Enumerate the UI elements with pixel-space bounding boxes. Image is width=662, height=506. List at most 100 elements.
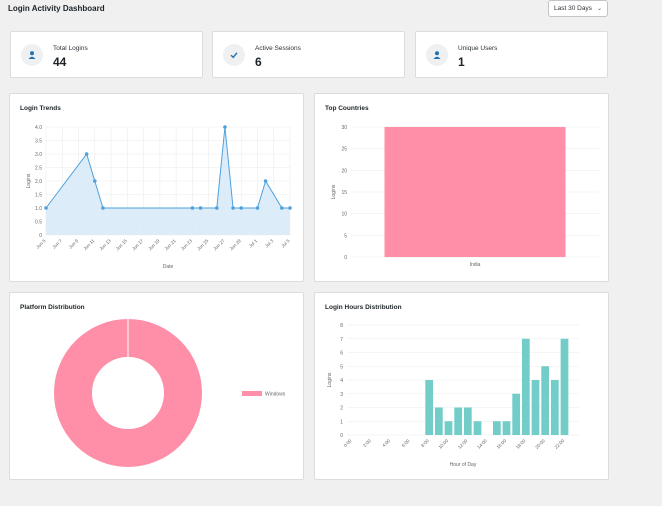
data-point [101, 206, 105, 210]
bar [473, 421, 482, 435]
data-point [84, 152, 89, 156]
legend-label: Windows [265, 392, 286, 398]
y-tick-label: 30 [341, 125, 347, 131]
x-tick-label: Jun 17 [131, 238, 145, 252]
y-axis-label: Logins [327, 372, 333, 387]
data-point [231, 206, 235, 210]
chart-title: Top Countries [325, 105, 369, 112]
data-point [44, 206, 48, 210]
x-tick-label: 16:00 [496, 438, 508, 450]
y-tick-label: 4.0 [35, 125, 42, 131]
x-tick-label: Jun 29 [229, 238, 243, 252]
y-tick-label: 8 [340, 323, 343, 329]
y-axis-label: Logins [26, 173, 32, 188]
stat-card-unique-users: Unique Users 1 [415, 31, 608, 78]
x-tick-label: 20:00 [534, 438, 546, 450]
x-tick-label: Jun 11 [82, 238, 95, 251]
y-tick-label: 0 [39, 233, 42, 239]
y-tick-label: 0 [344, 255, 347, 261]
x-tick-label: Jun 19 [147, 238, 161, 252]
stat-value: 6 [255, 55, 262, 69]
stat-label: Total Logins [53, 45, 88, 52]
data-point [190, 206, 195, 210]
data-point [280, 206, 284, 210]
x-axis-label: Date [163, 264, 174, 270]
x-tick-label: Jul 3 [264, 238, 275, 249]
date-range-value: Last 30 Days [554, 5, 592, 12]
x-tick-label: Jun 13 [98, 238, 112, 252]
login-trends-chart: 0 0.5 1.0 1.5 2.0 2.5 3.0 3.5 4.0 Logins Jun 5 Jun … [26, 125, 292, 270]
platform-distribution-chart: Windows [54, 319, 286, 467]
y-tick-label: 4 [340, 378, 343, 384]
bar [521, 338, 530, 435]
x-tick-label: Jun 23 [180, 238, 194, 252]
data-point [263, 179, 268, 183]
bar [425, 380, 434, 435]
y-tick-label: 1.0 [35, 206, 42, 212]
data-point [223, 125, 227, 129]
legend-swatch [242, 391, 262, 396]
date-range-select[interactable]: Last 30 Days ⌄ [548, 0, 608, 17]
login-hours-chart: 0 1 2 3 4 5 6 7 8 Logins 0:00 2:00 4:00 6:00 8:00 10:00… [327, 323, 579, 468]
x-tick-label: 4:00 [381, 438, 391, 448]
x-tick-label: Jun 5 [35, 238, 47, 250]
y-tick-label: 3.0 [35, 152, 42, 158]
stat-value: 1 [458, 55, 465, 69]
x-tick-label: 12:00 [457, 438, 469, 450]
x-tick-label: 22:00 [554, 438, 566, 450]
y-tick-label: 25 [341, 147, 347, 153]
y-tick-label: 20 [341, 168, 347, 174]
y-tick-label: 7 [340, 337, 343, 343]
y-tick-label: 2 [340, 406, 343, 412]
x-tick-label: Jun 27 [212, 238, 226, 252]
x-tick-label: 6:00 [401, 438, 411, 448]
data-point [255, 206, 260, 210]
chart-title: Platform Distribution [20, 304, 85, 311]
stat-card-active-sessions: Active Sessions 6 [212, 31, 405, 78]
y-tick-label: 3 [340, 392, 343, 398]
x-tick-label: Jul 1 [248, 238, 259, 249]
x-tick-label: 10:00 [438, 438, 450, 450]
x-tick-label: Jun 9 [68, 238, 80, 250]
x-axis-label: Hour of Day [450, 462, 477, 468]
y-tick-label: 0.5 [35, 220, 42, 226]
bar [541, 366, 550, 435]
page-title: Login Activity Dashboard [8, 4, 105, 13]
user-icon [426, 44, 448, 66]
x-tick-label: 2:00 [362, 438, 372, 448]
check-icon [223, 44, 245, 66]
x-tick-label: 18:00 [515, 438, 527, 450]
data-point [288, 206, 292, 210]
chart-title: Login Hours Distribution [325, 304, 402, 311]
stat-value: 44 [53, 55, 67, 69]
bar [531, 380, 540, 435]
chart-title: Login Trends [20, 105, 61, 112]
bar [463, 407, 472, 435]
x-tick-label: Jun 21 [164, 238, 178, 252]
data-point [215, 206, 219, 210]
user-icon [21, 44, 43, 66]
y-tick-label: 2.0 [35, 179, 42, 185]
bar [550, 380, 559, 435]
bar [434, 407, 443, 435]
y-tick-label: 15 [341, 190, 347, 196]
bar [384, 127, 566, 257]
data-point [198, 206, 203, 210]
y-tick-label: 0 [340, 433, 343, 439]
x-tick-label: Jun 15 [115, 238, 129, 252]
login-trends-panel: Login Trends 0 0.5 1.0 1.5 2.0 2.5 3.0 3.5 4.0 Lo… [9, 93, 304, 282]
x-tick-label: 14:00 [476, 438, 488, 450]
y-tick-label: 1.5 [35, 193, 42, 199]
bar [454, 407, 463, 435]
y-tick-label: 6 [340, 351, 343, 357]
chevron-down-icon: ⌄ [596, 6, 602, 12]
stat-label: Active Sessions [255, 45, 301, 52]
platform-distribution-panel: Platform Distribution Windows [9, 292, 304, 480]
y-tick-label: 1 [340, 419, 343, 425]
stat-card-total-logins: Total Logins 44 [10, 31, 203, 78]
login-hours-panel: Login Hours Distribution 0 1 2 3 4 5 6 7 8 Logins… [314, 292, 609, 480]
x-tick-label: Jun 25 [196, 238, 210, 252]
y-tick-label: 5 [340, 364, 343, 370]
top-countries-chart: 0 5 10 15 20 25 30 Logins India [331, 125, 599, 268]
top-countries-panel: Top Countries 0 5 10 15 20 25 30 Logins India [314, 93, 609, 282]
